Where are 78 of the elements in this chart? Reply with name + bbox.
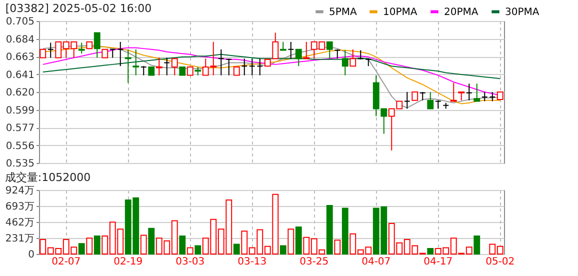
candlestick (474, 83, 480, 102)
candlestick (404, 92, 410, 110)
candlestick (427, 92, 434, 110)
bar (78, 243, 85, 254)
candlestick (218, 48, 224, 76)
y-tick-label: 0.684 (6, 34, 34, 46)
candlestick (94, 32, 100, 58)
x-tick-label: 03-25 (300, 256, 329, 268)
x-tick-label: 04-17 (424, 256, 453, 268)
legend-label: 5PMA (329, 6, 358, 18)
bar (342, 208, 348, 254)
candlestick (272, 32, 279, 60)
bar (186, 247, 194, 254)
legend-label: 30PMA (505, 6, 540, 18)
candlestick (481, 92, 488, 102)
bar (140, 234, 147, 254)
y-tick-label: 924万 (5, 186, 34, 196)
candlestick (109, 48, 116, 58)
candlestick (47, 42, 54, 58)
candlestick (295, 48, 302, 67)
candlestick (164, 57, 170, 76)
candlestick (140, 66, 147, 76)
x-tick-label: 02-19 (114, 256, 143, 268)
y-tick-label: 0.599 (6, 105, 34, 116)
y-tick-label: 0.641 (6, 70, 34, 81)
bar (233, 244, 240, 254)
legend-label: 20PMA (444, 6, 478, 18)
bar (280, 245, 286, 254)
candlestick (489, 92, 496, 102)
y-tick-label: 231万 (5, 234, 34, 244)
bar (334, 240, 341, 254)
y-tick-label: 0.620 (6, 88, 34, 98)
bar (179, 235, 186, 254)
x-tick-label: 04-07 (362, 256, 391, 268)
x-tick-label: 05-02 (486, 256, 515, 268)
bar (94, 235, 100, 254)
y-tick-label: 0 (28, 250, 34, 260)
bar (427, 248, 434, 254)
candlestick (334, 48, 341, 60)
y-tick-label: 693万 (5, 202, 34, 212)
candlestick (326, 41, 333, 60)
candlestick (156, 57, 162, 76)
candlestick (78, 42, 85, 54)
y-tick-label: 0.705 (6, 16, 34, 28)
bar (194, 245, 202, 254)
candlestick (466, 83, 472, 101)
candlestick (419, 92, 426, 101)
candlestick (132, 48, 140, 76)
candlestick (256, 58, 264, 76)
candlestick (117, 41, 124, 67)
x-tick-label: 02-07 (52, 256, 81, 268)
y-tick-label: 0.556 (6, 140, 34, 152)
candlestick (124, 48, 132, 84)
candlestick (450, 82, 457, 102)
x-tick-label: 03-13 (238, 256, 267, 268)
y-tick-label: 462万 (5, 218, 34, 228)
x-tick-label: 03-03 (176, 256, 205, 268)
bar (326, 205, 333, 254)
y-tick-label: 0.663 (6, 52, 34, 63)
candlestick (342, 50, 348, 76)
bar (474, 235, 480, 254)
chart-title: [03382] 2025-05-02 16:00 (5, 2, 152, 15)
candlestick (357, 50, 364, 60)
bar (86, 238, 93, 254)
candlestick (288, 41, 294, 60)
candlestick (241, 58, 248, 76)
candlestick (171, 58, 178, 76)
candlestick (303, 41, 310, 60)
bar (148, 228, 155, 254)
legend-label: 10PMA (383, 6, 418, 18)
candlestick (350, 48, 356, 67)
y-tick-label: 0.535 (6, 158, 34, 170)
bar (288, 228, 294, 254)
candlestick (248, 58, 256, 76)
chart-title: 成交量:1052000 (4, 171, 91, 184)
y-tick-label: 0.577 (6, 123, 34, 134)
bar (295, 226, 302, 254)
candlestick (226, 58, 232, 76)
